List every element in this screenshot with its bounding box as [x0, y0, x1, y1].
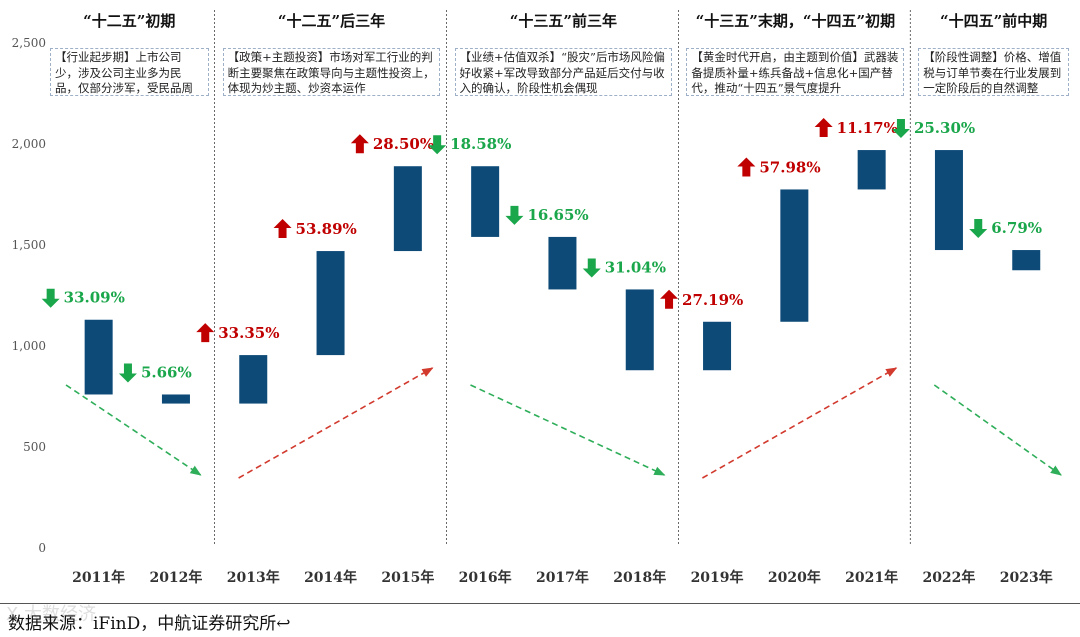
- waterfall-bar: [471, 166, 500, 237]
- waterfall-bar: [316, 251, 345, 356]
- arrow-down-icon: [118, 363, 137, 383]
- waterfall-bar: [239, 355, 268, 404]
- change-label: 28.50%: [373, 135, 434, 153]
- x-tick-label: 2013年: [227, 569, 280, 586]
- phase-description-box: 【业绩+估值双杀】“股灾”后市场风险偏好收紧+军改导致部分产品延后交付与收入的确…: [454, 48, 673, 96]
- change-label: 33.09%: [64, 289, 125, 307]
- x-tick-label: 2016年: [459, 569, 512, 586]
- waterfall-bar: [780, 189, 809, 322]
- x-tick-label: 2020年: [768, 569, 821, 586]
- phase-description-box: 【黄金时代开启，由主题到价值】武器装备提质补量+练兵备战+信息化+国产替代，推动…: [686, 48, 905, 96]
- trend-up-arrow: [238, 367, 434, 479]
- x-tick-label: 2023年: [1000, 569, 1053, 586]
- y-tick-label: 2,500: [12, 36, 46, 50]
- phase-description-box: 【行业起步期】上市公司少，涉及公司主业多为民品，仅部分涉军，受民品周期影响大: [50, 48, 209, 96]
- x-tick-label: 2019年: [691, 569, 744, 586]
- phase-title: “十三五”前三年: [509, 12, 618, 30]
- trend-down-arrow: [933, 384, 1062, 476]
- x-tick-label: 2018年: [613, 569, 666, 586]
- x-tick-label: 2022年: [922, 569, 975, 586]
- y-tick-label: 1,000: [12, 339, 46, 353]
- arrow-up-icon: [350, 134, 369, 154]
- waterfall-chart: 0 500 1,000 1,500 2,000 2,500 2011年 2012年 2013年 2…: [12, 10, 1062, 586]
- phase-description-box: 【阶段性调整】价格、增值税与订单节奏在行业发展到一定阶段后的自然调整: [918, 48, 1069, 96]
- arrow-down-icon: [891, 119, 910, 139]
- x-tick-label: 2015年: [381, 569, 434, 586]
- arrow-down-icon: [582, 258, 601, 278]
- watermark: X 大数经济: [6, 604, 97, 625]
- change-label: 16.65%: [527, 206, 588, 224]
- arrow-up-icon: [737, 157, 756, 177]
- waterfall-bar: [1012, 250, 1041, 271]
- arrow-up-icon: [196, 323, 215, 343]
- phase-title: “十三五”末期，“十四五”初期: [695, 12, 896, 30]
- waterfall-bar: [934, 150, 963, 251]
- waterfall-bar: [161, 394, 190, 404]
- phase-title: “十二五”后三年: [277, 12, 386, 30]
- footer-divider: [0, 603, 1080, 604]
- waterfall-bar: [548, 236, 577, 290]
- arrow-down-icon: [41, 288, 60, 308]
- arrow-down-icon: [505, 205, 524, 225]
- arrow-up-icon: [273, 219, 292, 239]
- x-tick-label: 2021年: [845, 569, 898, 586]
- waterfall-bar: [625, 289, 654, 371]
- change-label: 57.98%: [759, 158, 820, 176]
- phase-title: “十二五”初期: [83, 12, 176, 30]
- arrow-down-icon: [428, 135, 447, 155]
- x-tick-label: 2012年: [149, 569, 202, 586]
- change-label: 31.04%: [605, 258, 666, 276]
- change-label: 33.35%: [218, 324, 279, 342]
- arrow-up-icon: [660, 289, 679, 309]
- data-source-note: 数据来源：iFinD，中航证券研究所↩: [8, 614, 291, 634]
- change-label: 5.66%: [141, 363, 192, 381]
- phase-description-box: 【政策+主题投资】市场对军工行业的判断主要聚焦在政策导向与主题性投资上，体现为炒…: [222, 48, 441, 96]
- change-label: 11.17%: [837, 119, 898, 137]
- arrow-up-icon: [814, 118, 833, 138]
- waterfall-bar: [393, 166, 422, 252]
- change-label: 27.19%: [682, 291, 743, 309]
- waterfall-bar: [857, 150, 886, 190]
- trend-up-arrow: [702, 367, 898, 479]
- arrow-down-icon: [969, 219, 988, 239]
- waterfall-bar: [703, 321, 732, 371]
- phase-title: “十四五”前中期: [940, 12, 1048, 30]
- y-tick-label: 0: [38, 541, 46, 555]
- change-label: 53.89%: [296, 220, 357, 238]
- change-label: 6.79%: [991, 219, 1042, 237]
- trend-down-arrow: [470, 384, 666, 476]
- x-tick-label: 2011年: [72, 569, 125, 586]
- x-tick-label: 2017年: [536, 569, 589, 586]
- waterfall-bar: [84, 319, 113, 395]
- x-tick-label: 2014年: [304, 569, 357, 586]
- change-label: 18.58%: [450, 135, 511, 153]
- trend-down-arrow: [65, 384, 202, 476]
- y-tick-label: 2,000: [12, 137, 46, 151]
- y-tick-label: 500: [23, 440, 46, 454]
- y-tick-label: 1,500: [12, 238, 46, 252]
- change-label: 25.30%: [914, 119, 975, 137]
